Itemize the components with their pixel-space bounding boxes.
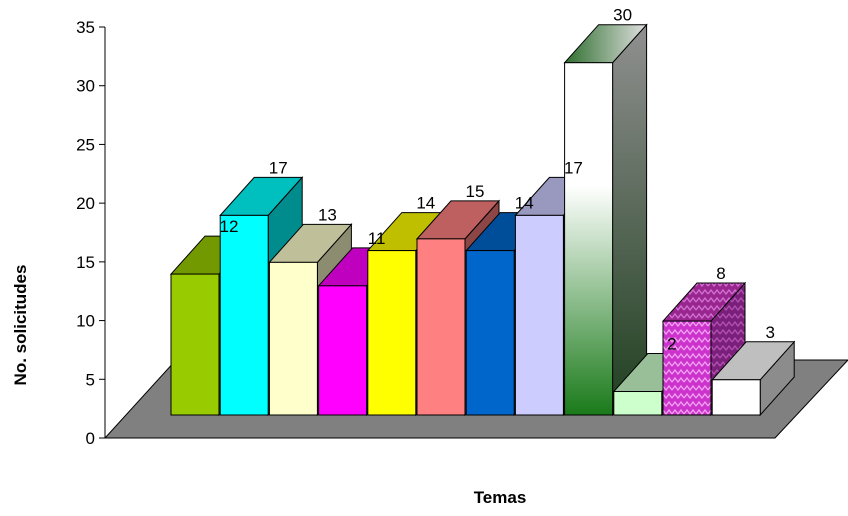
- bar-front: [367, 250, 417, 416]
- bar-value-label: 13: [318, 205, 337, 224]
- bar-front: [318, 285, 368, 416]
- y-tick-label: 25: [76, 135, 95, 154]
- y-axis-title: No. solicitudes: [11, 265, 30, 386]
- bar-front: [416, 238, 466, 416]
- y-tick-label: 0: [86, 429, 95, 448]
- y-axis-ticks: 0 5 10 15 20 25 30 35: [76, 18, 105, 448]
- bar: [711, 340, 796, 417]
- bar-front: [219, 214, 269, 416]
- y-tick-label: 5: [86, 370, 95, 389]
- bar-value-label: 17: [564, 158, 583, 177]
- bar-value-label: 11: [368, 229, 386, 248]
- bar-front: [170, 273, 220, 416]
- bar-front: [514, 214, 564, 416]
- bar-value-label: 17: [269, 158, 288, 177]
- bar-front: [711, 379, 761, 416]
- bar-value-label: 14: [416, 194, 435, 213]
- y-tick-label: 20: [76, 194, 95, 213]
- x-axis-title: Temas: [474, 488, 527, 507]
- bar-value-label: 15: [466, 182, 485, 201]
- y-tick-label: 30: [76, 77, 95, 96]
- bar-front: [564, 62, 614, 416]
- y-tick-label: 10: [76, 312, 95, 331]
- bar-front: [613, 391, 663, 416]
- bar-value-label: 2: [667, 335, 676, 354]
- bar-side: [612, 23, 648, 417]
- bar-value-label: 30: [613, 6, 632, 25]
- bar-value-label: 12: [220, 217, 239, 236]
- bar-front: [662, 320, 712, 416]
- bar-front: [465, 250, 515, 416]
- bar-value-label: 14: [515, 194, 534, 213]
- bar-value-label: 3: [765, 323, 774, 342]
- value-labels: 12 17 13 11 14 15 14 17 30 2 8 3: [220, 6, 775, 354]
- bars: [169, 23, 796, 417]
- bar: [563, 23, 648, 417]
- bar-value-label: 8: [716, 264, 725, 283]
- y-tick-label: 15: [76, 253, 95, 272]
- bar-front: [268, 261, 318, 416]
- y-tick-label: 35: [76, 18, 95, 37]
